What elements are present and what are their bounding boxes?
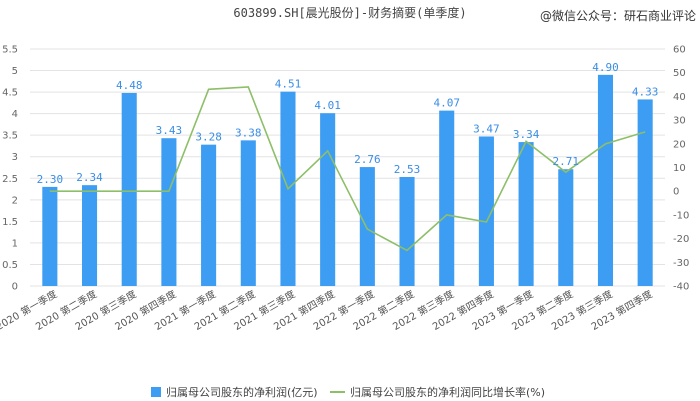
data-label: 3.43 xyxy=(156,124,183,137)
data-labels: 2.30 2.34 4.48 3.43 3.28 3.38 4.51 4.01 2.76 2.53… xyxy=(37,61,659,186)
data-label: 3.38 xyxy=(235,126,262,139)
bar xyxy=(81,185,98,286)
legend-bar-label: 归属母公司股东的净利润(亿元) xyxy=(166,385,318,399)
y-right-tick-label: 30 xyxy=(673,116,686,127)
y-left-tick-label: 2 xyxy=(12,195,18,206)
bar xyxy=(597,74,614,286)
bar xyxy=(518,142,534,286)
bar xyxy=(42,186,58,286)
bar xyxy=(240,140,256,286)
y-left-tick-label: 3.5 xyxy=(2,131,18,142)
y-right-tick-label: -10 xyxy=(673,210,689,221)
bar xyxy=(637,99,653,286)
y-left-tick-label: 4.5 xyxy=(2,88,18,99)
data-label: 4.51 xyxy=(275,78,302,91)
chart-title: 603899.SH[晨光股份]-财务摘要(单季度) xyxy=(233,5,466,20)
y-right-tick-label: -40 xyxy=(673,282,689,293)
y-axis-right: -40 -30 -20 -10 0 10 20 30 40 50 60 xyxy=(673,45,689,293)
data-label: 2.71 xyxy=(553,155,580,168)
legend-line-label: 归属母公司股东的净利润同比增长率(%) xyxy=(350,385,545,399)
data-label: 4.33 xyxy=(632,85,659,98)
y-right-tick-label: -20 xyxy=(673,234,689,245)
bar xyxy=(201,144,217,286)
data-label: 2.34 xyxy=(76,171,103,184)
bar xyxy=(478,136,494,286)
y-left-tick-label: 3 xyxy=(12,152,18,163)
watermark-text: @微信公众号：研石商业评论 xyxy=(540,8,696,23)
y-right-tick-label: 60 xyxy=(673,45,686,56)
y-right-tick-label: 10 xyxy=(673,163,686,174)
line-series xyxy=(49,86,646,252)
data-label: 2.30 xyxy=(37,173,64,186)
data-label: 3.34 xyxy=(513,128,540,141)
legend-bar-swatch xyxy=(151,387,161,397)
bar xyxy=(121,92,137,286)
data-label: 3.28 xyxy=(195,131,222,144)
data-label: 2.53 xyxy=(394,163,421,176)
bar-series xyxy=(42,74,653,287)
bar xyxy=(399,176,415,286)
bar xyxy=(320,113,336,287)
y-left-tick-label: 1.5 xyxy=(2,217,18,228)
y-left-tick-label: 5 xyxy=(12,66,18,77)
bar xyxy=(161,138,177,286)
y-axis-left: 0 0.5 1 1.5 2 2.5 3 3.5 4 4.5 5 5.5 xyxy=(2,45,18,293)
y-left-tick-label: 0.5 xyxy=(2,260,18,271)
growth-line xyxy=(49,86,646,252)
y-right-tick-label: 50 xyxy=(673,68,686,79)
bar xyxy=(558,169,574,286)
y-left-tick-label: 5.5 xyxy=(2,45,18,56)
data-label: 4.90 xyxy=(592,61,619,74)
y-left-tick-label: 4 xyxy=(12,109,18,120)
y-left-tick-label: 0 xyxy=(12,282,18,293)
data-label: 4.07 xyxy=(433,97,460,110)
y-left-tick-label: 2.5 xyxy=(2,174,18,185)
y-right-tick-label: 0 xyxy=(673,187,679,198)
data-label: 3.47 xyxy=(473,122,500,135)
data-label: 2.76 xyxy=(354,153,381,166)
y-right-tick-label: -30 xyxy=(673,258,689,269)
bar xyxy=(359,167,375,286)
x-tick-label: 2023 第四季度 xyxy=(589,287,655,333)
data-label: 4.48 xyxy=(116,79,143,92)
bar xyxy=(439,110,455,287)
data-label: 4.01 xyxy=(314,99,341,112)
y-right-tick-label: 40 xyxy=(673,92,686,103)
y-left-tick-label: 1 xyxy=(12,238,18,249)
legend: 归属母公司股东的净利润(亿元) 归属母公司股东的净利润同比增长率(%) xyxy=(151,385,545,399)
y-right-tick-label: 20 xyxy=(673,139,686,150)
